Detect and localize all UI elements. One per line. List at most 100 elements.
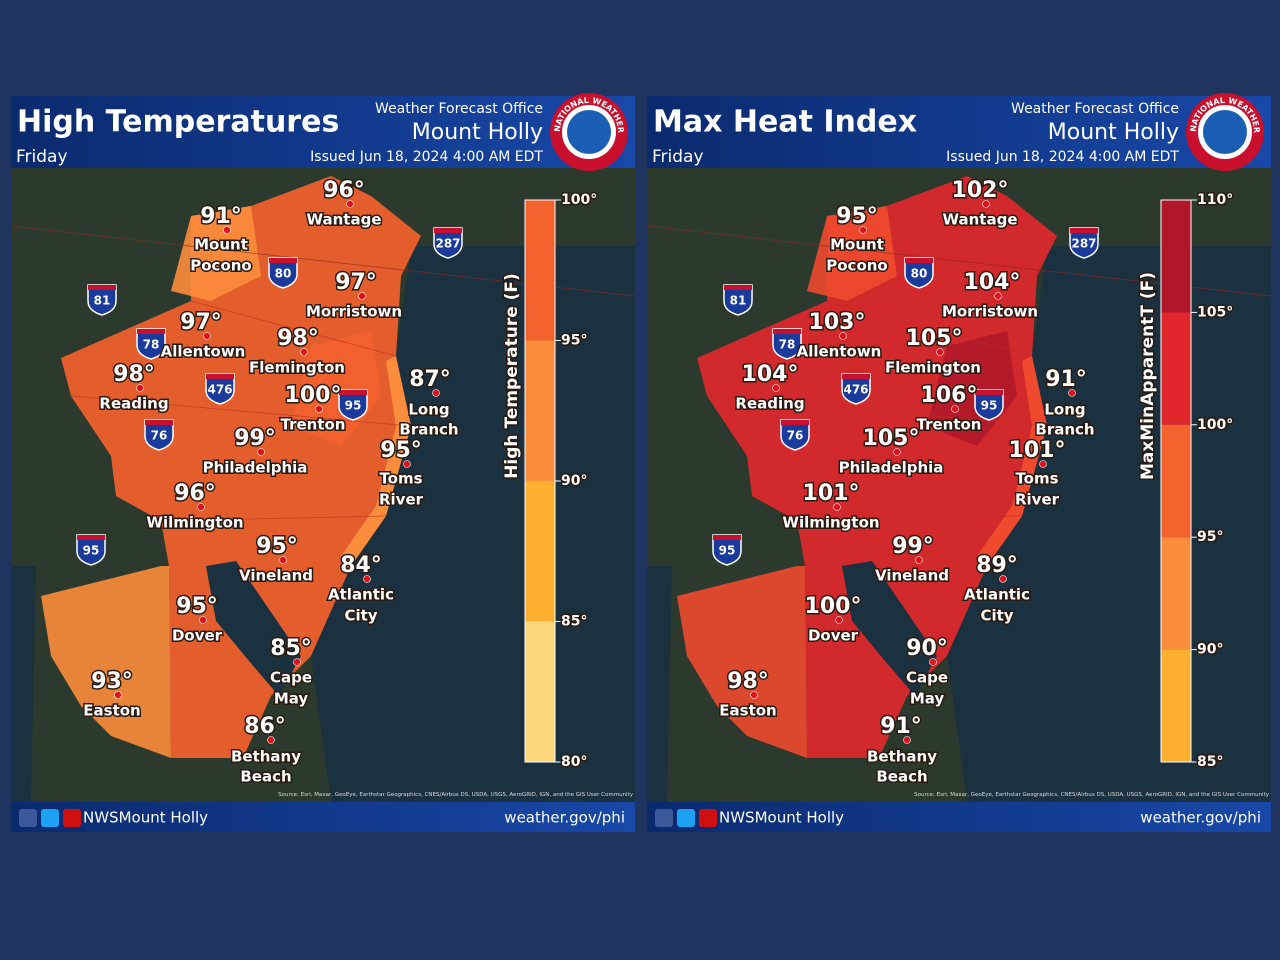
city-temp: 104° [964,270,1021,295]
legend-band [525,481,555,622]
city-name: Atlantic [328,586,394,604]
city-dot [403,460,411,468]
road [190,300,397,357]
shield-top [975,390,1003,395]
city-name: Easton [83,702,140,720]
city-temp: 98° [727,669,769,694]
shield [268,257,298,289]
shield-label: 287 [1071,237,1096,251]
social-icon[interactable] [19,809,37,827]
shield-top [781,420,809,425]
city-name: Beach [240,768,291,786]
source: Source: Esri, Maxar, GeoEye, Earthstar G… [914,792,1270,798]
legend-tick-label: 100° [1197,417,1233,433]
social-icon[interactable] [699,809,717,827]
city-dot [903,736,911,744]
city-dot [859,226,867,234]
logo-inner [1203,110,1247,154]
city-dot [257,448,265,456]
city-dot [293,658,301,666]
city-temp: 96° [323,178,365,203]
city-name: Allentown [161,343,246,361]
city-temp: 95° [836,204,878,229]
land-delmarva [677,566,807,758]
city-name: Toms [1015,470,1058,488]
legend-tick-label: 90° [561,473,587,489]
city-dot [999,575,1007,583]
social-icon[interactable] [677,809,695,827]
shield-label: 95 [83,544,100,558]
city-name: Pocono [190,257,251,275]
city-temp: 97° [180,310,222,335]
city-name: Wantage [306,211,381,229]
shield-label: 81 [94,294,111,308]
city-temp: 93° [91,669,133,694]
city-dot [994,292,1002,300]
shield-label: 76 [787,429,804,443]
shield-top [1070,228,1098,233]
city-dot [432,389,440,397]
shield-label: 80 [911,267,928,281]
shield-top [434,228,462,233]
shield-label: 476 [207,383,232,397]
city-name: Bethany [867,748,937,766]
city-dot [267,736,275,744]
city-dot [951,405,959,413]
city-name: Philadelphia [203,459,308,477]
logo-ring [550,93,628,171]
city-name: Flemington [249,359,345,377]
city-dot [315,405,323,413]
city-temp: 105° [906,326,963,351]
social-icon[interactable] [41,809,59,827]
city-dot [1068,389,1076,397]
header [647,96,1271,168]
city-temp: 105° [863,426,920,451]
city-temp: 85° [270,636,312,661]
social-icon[interactable] [655,809,673,827]
shield [136,328,166,360]
city-name: Dover [172,627,223,645]
city-dot [223,226,231,234]
legend-band [1161,200,1191,313]
city-temp: 91° [200,204,242,229]
city-name: Branch [1035,421,1094,439]
city-temp: 87° [409,367,451,392]
city-name: May [274,690,309,708]
shield [433,227,463,259]
legend-tick-label: 95° [561,333,587,349]
city-name: Vineland [239,567,313,585]
cooler-north [807,206,897,301]
city-temp: 95° [176,594,218,619]
city-temp: 103° [809,310,866,335]
city-name: Long [1044,401,1085,419]
delaware-bay [842,561,937,696]
footer [647,802,1271,832]
city-name: Easton [719,702,776,720]
shield-top [905,258,933,263]
land-region [697,176,1057,758]
social-icon[interactable] [63,809,81,827]
city-name: Mount [194,236,248,254]
legend-frame [1160,199,1192,763]
shield-label: 95 [981,399,998,413]
shield [205,373,235,405]
city-name: Mount [830,236,884,254]
city-temp: 89° [976,553,1018,578]
shield-top [206,374,234,379]
shield [712,534,742,566]
shield [974,389,1004,421]
city-name: Allentown [797,343,882,361]
city-name: Long [408,401,449,419]
legend-tick-label: 100° [561,192,597,208]
city-dot [114,691,122,699]
shield [144,419,174,451]
city-name: Pocono [826,257,887,275]
city-temp: 106° [921,383,978,408]
city-temp: 101° [1009,438,1066,463]
city-dot [936,348,944,356]
shield-label: 80 [275,267,292,281]
city-name: Trenton [281,416,346,434]
logo-ring [1186,93,1264,171]
location: Mount Holly [412,120,543,145]
